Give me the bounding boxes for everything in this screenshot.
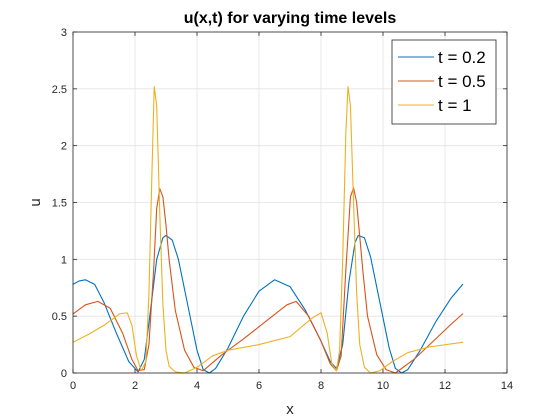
x-tick-label: 4 [194,380,200,392]
y-tick-label: 0 [61,368,67,380]
y-axis-label: u [27,198,44,206]
x-tick-label: 12 [439,380,451,392]
y-tick-label: 3 [61,27,67,39]
legend-box [391,39,497,125]
x-axis-label: x [286,401,294,418]
legend-label-2: t = 0.5 [438,72,486,91]
y-tick-label: 2 [61,141,67,153]
x-tick-label: 14 [501,380,513,392]
x-tick-label: 10 [377,380,389,392]
y-tick-label: 0.5 [52,311,67,323]
legend-label-1: t = 0.2 [438,48,486,67]
series-line-1 [72,234,464,374]
y-tick-label: 1.5 [52,198,67,210]
series-line-2 [72,187,464,374]
y-tick-label: 1 [61,254,67,266]
legend: t = 0.2 t = 0.5 t = 1 [391,39,497,125]
series-lines [72,86,464,374]
legend-label-3: t = 1 [438,96,472,115]
x-tick-label: 0 [70,380,76,392]
x-tick-label: 8 [318,380,324,392]
x-tick-label: 2 [132,380,138,392]
legend-items: t = 0.2 t = 0.5 t = 1 [398,48,486,115]
y-axis: 0 0.5 1 1.5 2 2.5 3 [52,27,507,380]
series-line-3 [72,86,464,374]
x-tick-label: 6 [256,380,262,392]
x-axis: 0 2 4 6 8 10 12 14 [70,32,513,392]
chart-title: u(x,t) for varying time levels [184,10,397,27]
y-tick-label: 2.5 [52,84,67,96]
